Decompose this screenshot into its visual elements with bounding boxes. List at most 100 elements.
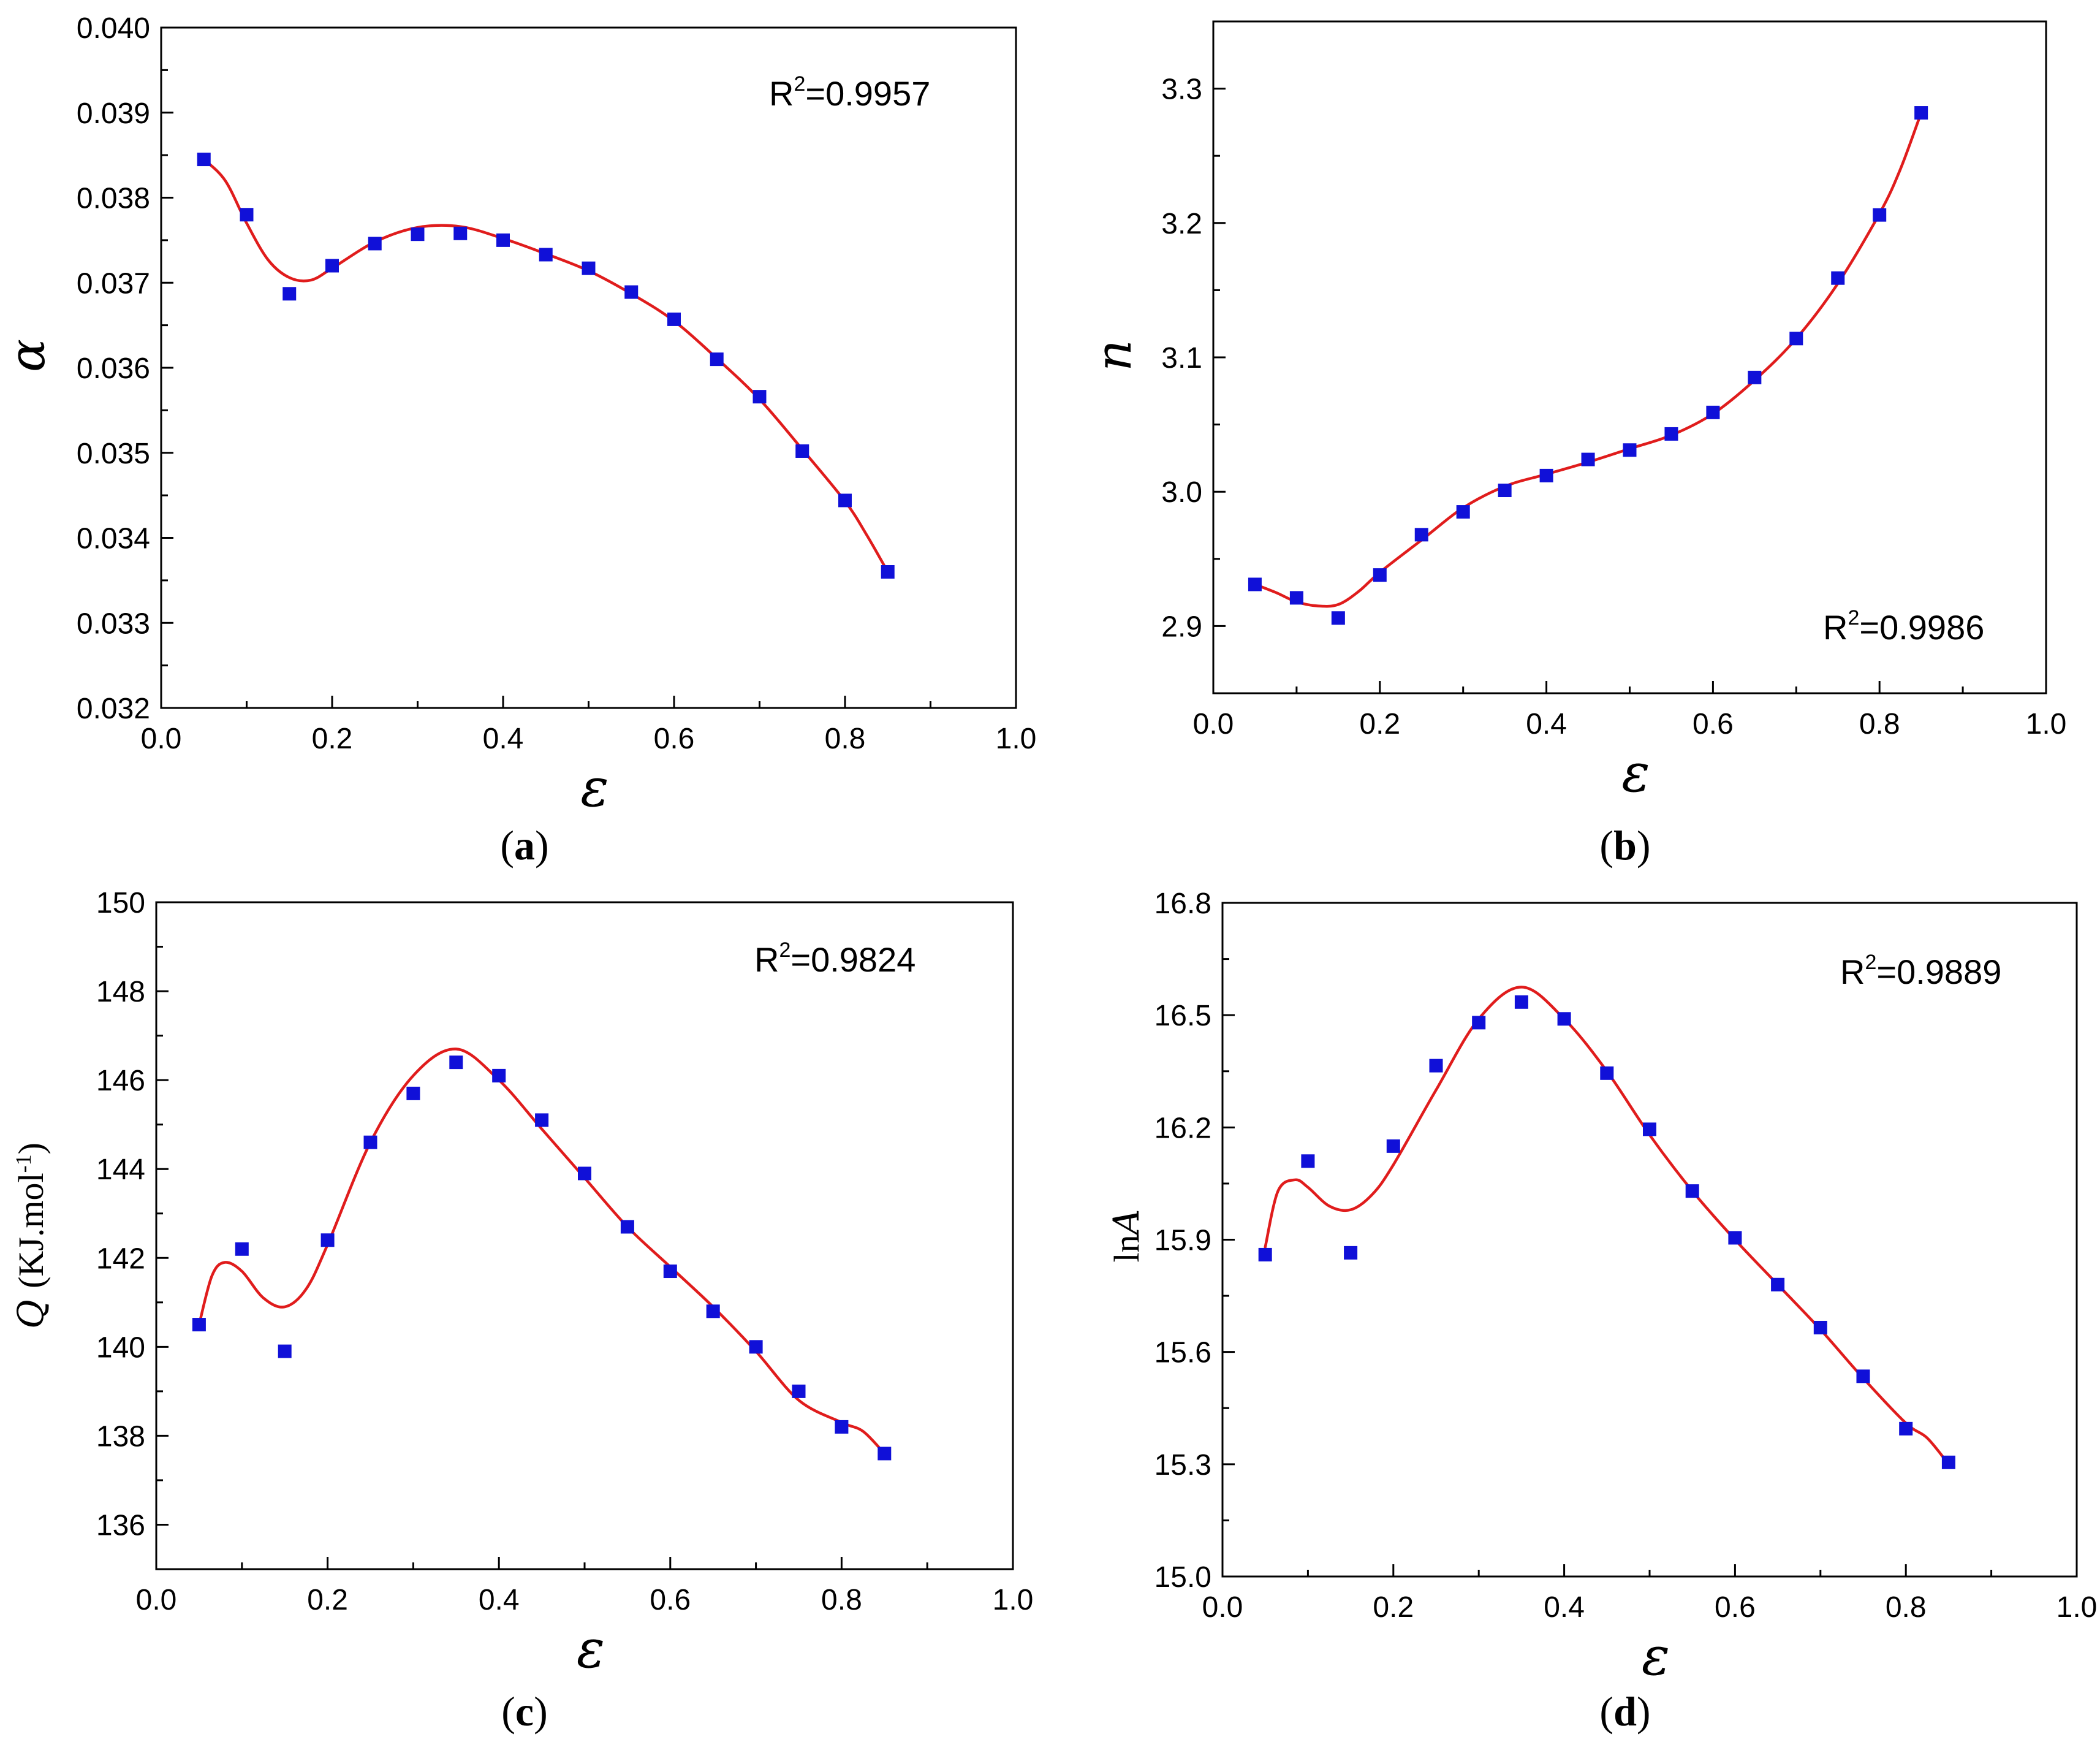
r-squared-annotation: R2=0.9957 (769, 72, 930, 113)
x-tick-label: 0.8 (1886, 1591, 1927, 1624)
r-squared-annotation: R2=0.9824 (754, 938, 915, 979)
plot-frame (160, 26, 1017, 709)
chart-panel-a: 0.0 0.2 0.4 0.6 0.8 1.0 0.032 0.033 0.034 0.035 0.… (0, 12, 1036, 869)
data-point (878, 1447, 892, 1461)
y-tick-label: 3.2 (1161, 208, 1202, 240)
data-point (320, 1233, 335, 1247)
data-point (838, 493, 852, 508)
data-point (1728, 1231, 1742, 1245)
data-point (411, 227, 425, 242)
y-axis-label: α (0, 339, 56, 372)
data-point (192, 1318, 206, 1332)
y-tick-label: 140 (96, 1331, 145, 1364)
data-point (624, 285, 639, 299)
r-squared-annotation: R2=0.9889 (1840, 951, 2001, 991)
data-point (1748, 370, 1762, 384)
plot-frame (1221, 902, 2078, 1578)
y-tick-label: 142 (96, 1242, 145, 1275)
data-point (368, 237, 382, 251)
data-point (1539, 468, 1553, 482)
data-point (835, 1420, 849, 1434)
data-point (881, 565, 895, 579)
y-tick-label: 0.039 (77, 97, 150, 130)
y-tick-label: 150 (96, 887, 145, 919)
data-point (1289, 591, 1303, 605)
y-tick-label: 0.040 (77, 12, 150, 45)
fit-curve (1264, 986, 1950, 1466)
data-point (578, 1166, 591, 1181)
panel-label: (b) (1599, 822, 1650, 869)
data-point (706, 1304, 720, 1318)
x-axis-label: ε (580, 758, 608, 819)
data-point (667, 312, 681, 326)
x-tick-label: 0.6 (654, 723, 695, 755)
y-tick-label: 0.033 (77, 607, 150, 640)
data-point (1873, 208, 1887, 222)
data-point (663, 1265, 677, 1279)
x-axis-label: ε (1621, 743, 1650, 804)
y-tick-label: 138 (96, 1420, 145, 1453)
r-squared-annotation: R2=0.9986 (1823, 606, 1984, 647)
data-point (492, 1068, 506, 1082)
data-point (235, 1242, 249, 1256)
data-point (240, 208, 254, 222)
x-tick-label: 0.4 (1544, 1591, 1585, 1624)
x-tick-label: 0.2 (312, 723, 353, 755)
data-point (1373, 568, 1387, 582)
data-point (1258, 1247, 1272, 1261)
data-point (620, 1220, 634, 1234)
x-tick-label: 0.6 (650, 1584, 691, 1616)
data-point (752, 390, 767, 404)
data-point (535, 1113, 549, 1127)
y-tick-label: 16.2 (1154, 1112, 1211, 1144)
x-tick-label: 1.0 (2056, 1591, 2098, 1624)
panel-label: (c) (501, 1688, 548, 1735)
data-point (1856, 1369, 1870, 1383)
y-tick-label: 0.035 (77, 438, 150, 470)
data-point (1706, 405, 1720, 419)
y-tick-label: 16.5 (1154, 1000, 1211, 1032)
y-tick-label: 136 (96, 1509, 145, 1542)
data-point (1914, 106, 1928, 120)
plot-frame (1212, 20, 2047, 694)
x-tick-label: 0.2 (1359, 708, 1400, 740)
data-point (406, 1086, 420, 1100)
x-tick-label: 0.8 (821, 1584, 862, 1616)
x-axis-label: ε (577, 1619, 605, 1680)
y-tick-label: 2.9 (1161, 610, 1202, 643)
x-tick-label: 0.6 (1715, 1591, 1756, 1624)
data-point (1344, 1246, 1358, 1260)
panel-label: (a) (500, 822, 548, 869)
y-axis-label: n (1085, 340, 1142, 371)
x-tick-label: 0.0 (141, 723, 182, 755)
x-tick-label: 0.8 (825, 723, 866, 755)
x-tick-label: 1.0 (2026, 708, 2067, 740)
data-point (453, 226, 468, 240)
data-point (1899, 1421, 1913, 1436)
data-point (363, 1135, 377, 1149)
data-point (1498, 484, 1512, 498)
y-axis-label: lnA (1105, 1209, 1147, 1262)
y-tick-label: 0.032 (77, 693, 150, 725)
data-point (1664, 427, 1678, 441)
data-point (278, 1344, 292, 1358)
fit-curve (197, 1048, 886, 1455)
data-point (1514, 995, 1528, 1009)
x-tick-label: 0.0 (1193, 708, 1234, 740)
y-tick-label: 15.0 (1154, 1561, 1211, 1594)
data-point (1600, 1066, 1614, 1080)
y-tick-label: 3.0 (1161, 476, 1202, 509)
fit-curve (1253, 111, 1923, 608)
data-point (1472, 1016, 1486, 1030)
data-point (1789, 332, 1803, 346)
data-point (325, 259, 339, 273)
data-point (1941, 1455, 1955, 1469)
y-tick-label: 144 (96, 1154, 145, 1186)
data-point (795, 444, 809, 458)
data-point (1331, 611, 1345, 625)
data-point (710, 352, 724, 367)
data-point (1623, 443, 1637, 457)
x-tick-label: 1.0 (993, 1584, 1034, 1616)
x-tick-label: 0.4 (1526, 708, 1567, 740)
